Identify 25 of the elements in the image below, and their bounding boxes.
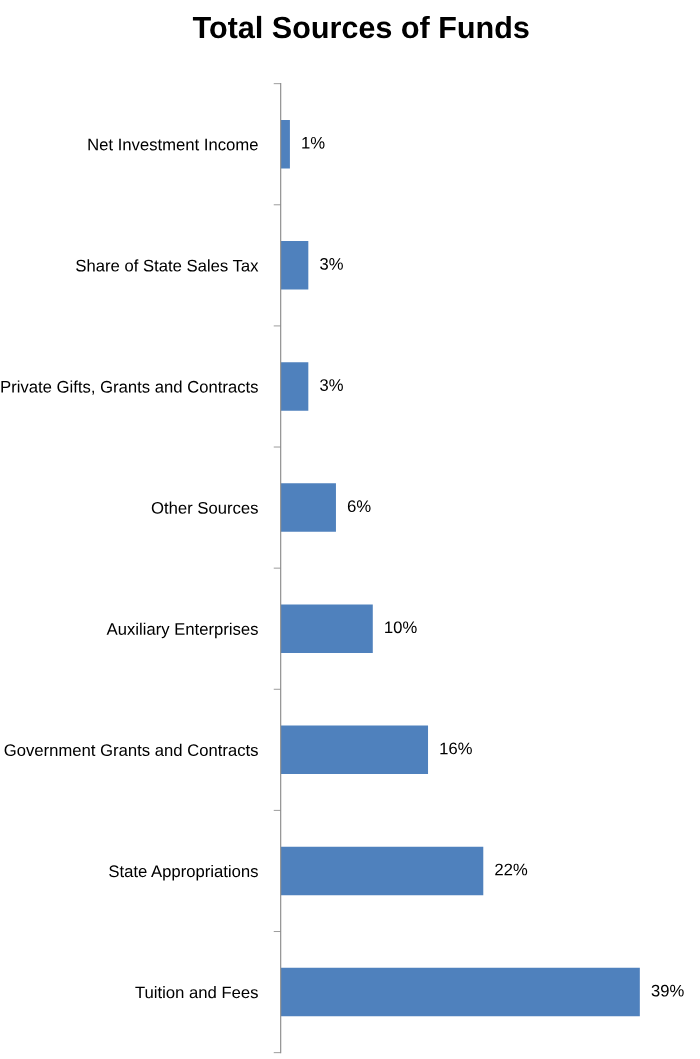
data-label: 10%: [385, 621, 417, 634]
bar: [280, 362, 309, 411]
y-tick-label: Share of State Sales Tax: [76, 259, 259, 272]
y-tick-label: State Appropriations: [109, 864, 258, 881]
data-label: 1%: [302, 136, 325, 149]
data-label: 22%: [495, 863, 528, 876]
bar: [280, 241, 309, 290]
y-tick-label: Tuition and Fees: [135, 986, 258, 999]
bar: [280, 967, 640, 1017]
y-tick-label: Net Investment Income: [88, 138, 258, 151]
y-tick-label: Private Gifts, Grants and Contracts: [1, 380, 258, 395]
chart-title: Total Sources of Funds: [192, 15, 529, 39]
data-label: 16%: [440, 742, 472, 755]
bar: [280, 483, 336, 532]
bar: [280, 604, 373, 653]
bar: [280, 846, 484, 896]
y-tick-label: Auxiliary Enterprises: [106, 622, 258, 639]
data-label: 39%: [651, 984, 684, 997]
data-label: 3%: [320, 258, 343, 270]
bar: [280, 725, 429, 775]
y-tick-label: Other Sources: [151, 501, 258, 514]
data-label: 6%: [347, 500, 371, 513]
y-tick-label: Government Grants and Contracts: [4, 743, 258, 757]
data-label: 3%: [320, 379, 343, 391]
bar: [280, 120, 290, 169]
